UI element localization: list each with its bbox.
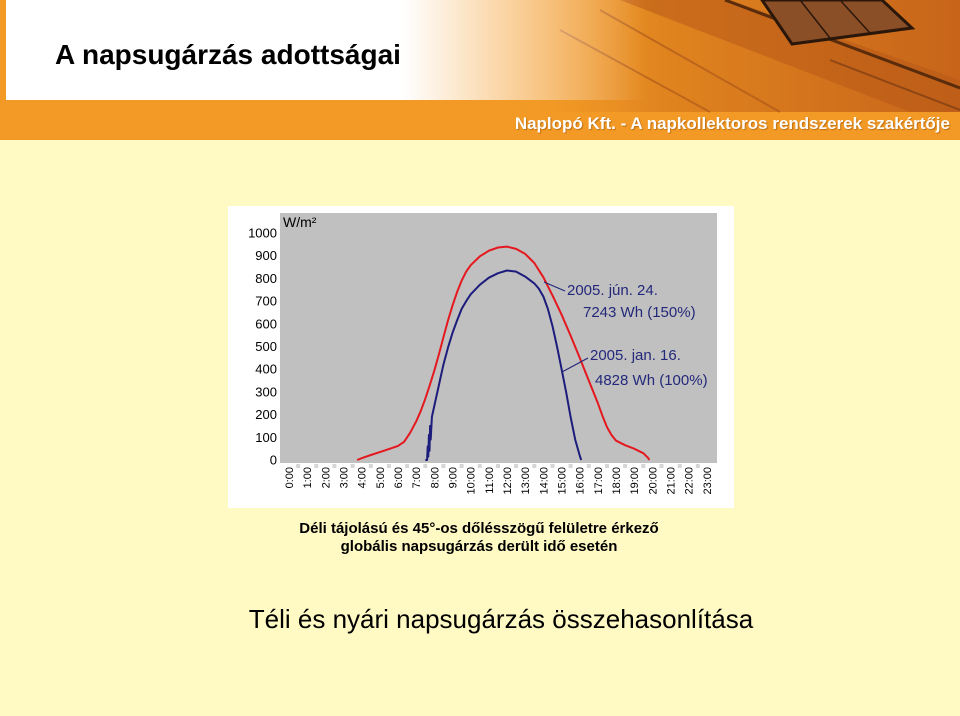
x-tick-label: 23:00 [702, 467, 714, 495]
x-tick-mark [623, 464, 628, 468]
y-tick-label: 1000 [248, 226, 277, 241]
x-tick-mark [423, 464, 428, 468]
x-tick-mark [441, 464, 446, 468]
x-tick-label: 13:00 [520, 467, 532, 495]
series-line-2 [425, 269, 583, 461]
x-tick-mark [459, 464, 464, 468]
y-tick-label: 200 [255, 407, 277, 422]
x-tick-label: 19:00 [629, 467, 641, 495]
page-title: A napsugárzás adottságai [55, 39, 401, 70]
x-tick-label: 10:00 [466, 467, 478, 495]
x-tick-label: 9:00 [448, 467, 460, 488]
x-tick-mark [332, 464, 337, 468]
x-tick-label: 21:00 [666, 467, 678, 495]
caption-line-1: Déli tájolású és 45°-os dőlésszögű felül… [299, 520, 659, 537]
x-tick-mark [368, 464, 373, 468]
x-tick-label: 6:00 [393, 467, 405, 488]
x-tick-label: 2:00 [320, 467, 332, 488]
x-tick-mark [568, 464, 573, 468]
y-tick-label: 900 [255, 248, 277, 263]
x-tick-mark [695, 464, 700, 468]
annotation-winter-date: 2005. jan. 16. [590, 347, 681, 364]
x-tick-mark [296, 464, 301, 468]
chart-caption: Déli tájolású és 45°-os dőlésszögű felül… [0, 520, 958, 556]
x-tick-mark [386, 464, 391, 468]
x-tick-label: 7:00 [411, 467, 423, 488]
x-tick-label: 5:00 [375, 467, 387, 488]
x-tick-label: 22:00 [684, 467, 696, 495]
y-tick-label: 400 [255, 362, 277, 377]
caption-line-2: globális napsugárzás derült idő esetén [340, 538, 618, 555]
annotation-leader-winter [561, 357, 589, 373]
x-tick-label: 1:00 [302, 467, 314, 488]
x-tick-mark [550, 464, 555, 468]
x-tick-mark [314, 464, 319, 468]
y-tick-label: 0 [270, 453, 277, 468]
x-tick-mark [350, 464, 355, 468]
annotation-summer-date: 2005. jún. 24. [567, 282, 658, 299]
x-tick-mark [677, 464, 682, 468]
y-tick-label: 700 [255, 294, 277, 309]
x-tick-label: 3:00 [339, 467, 351, 488]
y-tick-label: 600 [255, 316, 277, 331]
x-tick-label: 17:00 [593, 467, 605, 495]
annotation-summer-energy: 7243 Wh (150%) [583, 304, 696, 321]
x-tick-label: 18:00 [611, 467, 623, 495]
x-tick-mark [605, 464, 609, 468]
y-tick-label: 100 [255, 430, 277, 445]
x-tick-label: 14:00 [538, 467, 550, 495]
company-tagline: Naplopó Kft. - A napkollektoros rendszer… [514, 114, 950, 133]
x-tick-label: 12:00 [502, 467, 514, 495]
y-tick-label: 800 [255, 271, 277, 286]
x-tick-mark [659, 464, 664, 468]
y-tick-label: 300 [255, 384, 277, 399]
x-tick-mark [405, 464, 410, 468]
x-tick-label: 15:00 [557, 467, 569, 495]
header-title-panel [6, 0, 646, 100]
x-tick-mark [477, 464, 482, 468]
annotation-winter-energy: 4828 Wh (100%) [595, 372, 708, 389]
y-axis-unit-label: W/m² [283, 214, 317, 230]
x-tick-label: 11:00 [484, 467, 496, 494]
x-tick-label: 8:00 [429, 467, 441, 488]
x-tick-mark [532, 464, 537, 468]
x-tick-mark [514, 464, 519, 468]
x-tick-mark [641, 464, 646, 468]
series-line-1 [356, 245, 651, 461]
chart-panel: 1000 900 800 700 600 500 400 300 200 100 0 0:00 1:00… [228, 206, 734, 508]
series-lines [356, 245, 651, 461]
x-tick-mark [586, 464, 591, 468]
annotation-leader-summer [543, 281, 566, 292]
x-tick-mark [496, 464, 500, 468]
x-tick-label: 0:00 [284, 467, 296, 488]
slide-subtitle: Téli és nyári napsugárzás összehasonlítá… [248, 604, 754, 634]
header-banner: A napsugárzás adottságai Naplopó Kft. - … [0, 0, 960, 140]
plot-area [280, 213, 717, 463]
x-tick-label: 16:00 [575, 467, 587, 495]
x-tick-label: 4:00 [357, 467, 369, 488]
x-tick-label: 20:00 [647, 467, 659, 495]
y-tick-label: 500 [255, 339, 277, 354]
